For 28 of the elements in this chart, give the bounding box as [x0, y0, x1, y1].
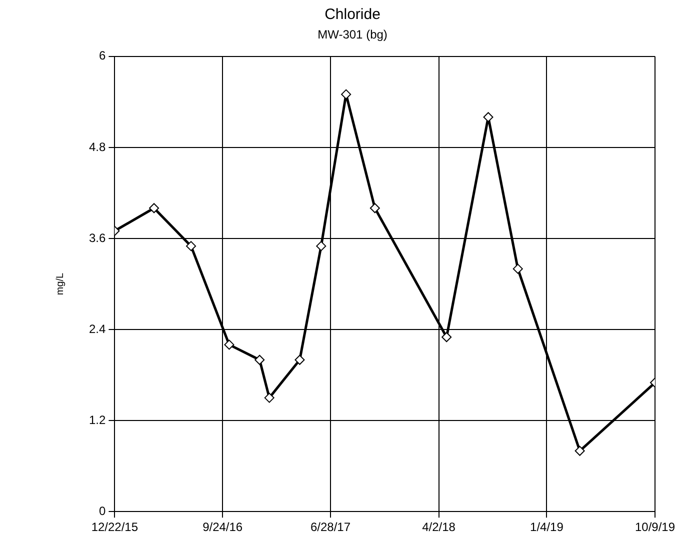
x-tick-label: 10/9/19	[634, 520, 676, 534]
y-tick-label: 4.8	[88, 140, 106, 154]
point	[442, 332, 452, 342]
x-tick-label: 6/28/17	[310, 520, 351, 534]
y-tick-label: 1.2	[88, 412, 106, 427]
point	[512, 264, 523, 274]
y-tick-label: 6	[98, 48, 106, 63]
point	[483, 112, 494, 122]
chart-title: Chloride	[324, 6, 380, 24]
point	[370, 203, 380, 214]
point	[294, 354, 305, 365]
point	[316, 241, 326, 252]
y-tick-label: 0	[98, 504, 106, 518]
point	[341, 89, 352, 100]
y-tick-label: 2.4	[88, 322, 106, 336]
point	[186, 241, 196, 252]
y-axis-title: mg/L	[54, 272, 66, 296]
point	[224, 340, 234, 350]
x-tick-label: 4/2/18	[422, 520, 456, 534]
point	[254, 354, 265, 365]
point	[149, 203, 160, 214]
chart-subtitle: MW-301 (bg)	[318, 28, 388, 42]
y-tick-label: 3.6	[88, 230, 106, 245]
x-tick-label: 1/4/19	[530, 520, 564, 534]
x-tick-label: 12/22/15	[91, 520, 138, 534]
point	[574, 446, 585, 456]
x-tick-label: 9/24/16	[202, 520, 243, 534]
point	[264, 392, 274, 403]
